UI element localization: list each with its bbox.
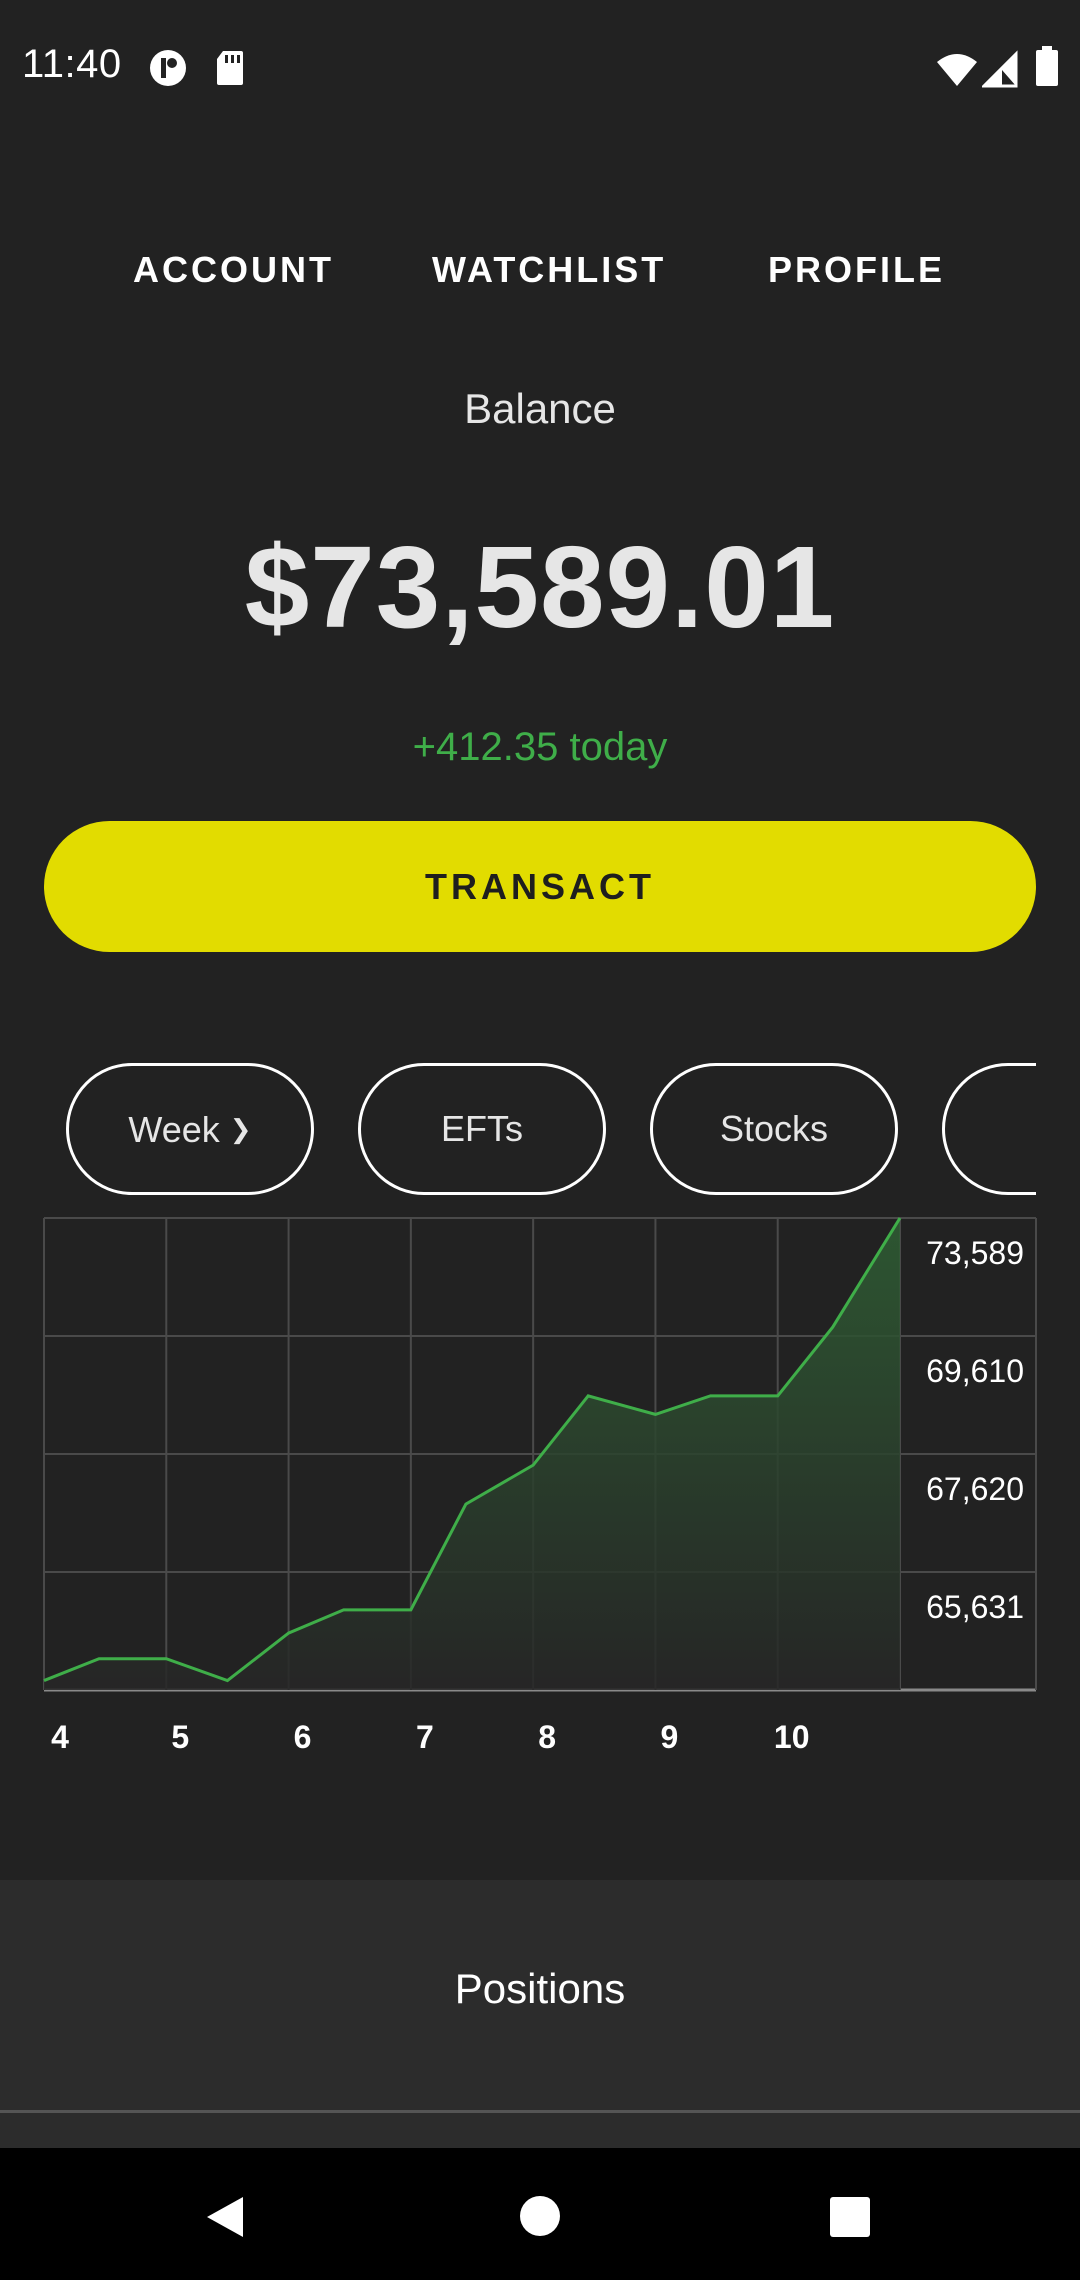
y-tick-label: 65,631	[926, 1589, 1024, 1625]
top-tabs: ACCOUNT WATCHLIST PROFILE	[0, 240, 1080, 300]
y-tick-label: 73,589	[926, 1235, 1024, 1271]
x-tick-label: 7	[416, 1719, 434, 1755]
chevron-down-icon: ❯	[229, 1114, 252, 1144]
filter-stocks-label: Stocks	[719, 1108, 829, 1149]
positions-section[interactable]: Positions	[0, 1880, 1080, 2110]
transact-button[interactable]: TRANSACT	[44, 821, 1036, 952]
home-icon[interactable]	[519, 2195, 561, 2237]
balance-change: +412.35 today	[412, 725, 668, 769]
cell-signal-icon	[982, 50, 1018, 88]
filter-efts[interactable]: EFTs	[358, 1063, 606, 1195]
balance-chart[interactable]: 73,589 69,610 67,620 65,631 4 5 6 7 8 9 10	[0, 1210, 1080, 1770]
filter-efts-label: EFTs	[440, 1108, 523, 1149]
tab-profile[interactable]: PROFILE	[768, 249, 946, 290]
filter-week-label: Week	[128, 1109, 220, 1150]
next-section-strip	[0, 2113, 1080, 2148]
filter-more[interactable]: F	[942, 1063, 1036, 1195]
status-time: 11:40	[22, 42, 122, 86]
filter-stocks[interactable]: Stocks	[650, 1063, 898, 1195]
y-tick-label: 69,610	[926, 1353, 1024, 1389]
chart-y-axis: 73,589 69,610 67,620 65,631	[926, 1235, 1024, 1625]
balance-amount: $73,589.01	[244, 522, 836, 652]
filter-week-dropdown[interactable]: Week ❯	[66, 1063, 314, 1195]
battery-icon	[1036, 46, 1058, 86]
chart-line	[43, 1217, 902, 1683]
recents-icon[interactable]	[829, 2196, 871, 2238]
y-tick-label: 67,620	[926, 1471, 1024, 1507]
positions-title: Positions	[454, 1965, 626, 2012]
sd-card-icon	[217, 51, 243, 85]
x-tick-label: 10	[774, 1719, 810, 1755]
status-bar: 11:40	[0, 0, 1080, 130]
x-tick-label: 8	[538, 1719, 556, 1755]
tab-account[interactable]: ACCOUNT	[133, 249, 334, 290]
x-tick-label: 9	[661, 1719, 679, 1755]
wifi-icon	[937, 54, 977, 86]
chart-x-axis: 4 5 6 7 8 9 10	[51, 1719, 809, 1755]
app-notification-icon	[150, 50, 186, 86]
x-tick-label: 4	[51, 1719, 69, 1755]
chart-area-fill	[44, 1218, 900, 1690]
system-nav-bar	[0, 2148, 1080, 2280]
tab-watchlist[interactable]: WATCHLIST	[432, 249, 667, 290]
filter-row: Week ❯ EFTs Stocks F	[44, 1063, 1036, 1195]
balance-label: Balance	[464, 385, 616, 432]
back-icon[interactable]	[205, 2195, 245, 2239]
divider	[0, 2110, 1080, 2113]
x-tick-label: 5	[171, 1719, 189, 1755]
x-tick-label: 6	[294, 1719, 312, 1755]
